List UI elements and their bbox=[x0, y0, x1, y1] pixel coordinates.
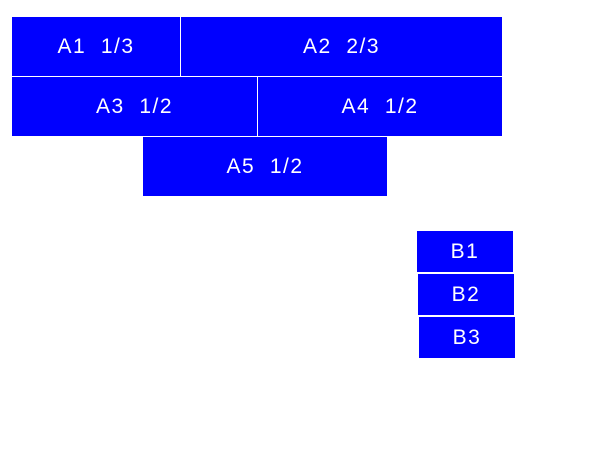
box-b3[interactable]: B3 bbox=[419, 317, 515, 358]
box-b2-label: B2 bbox=[451, 282, 481, 306]
box-a5[interactable]: A5 1/2 bbox=[143, 137, 387, 196]
box-b2[interactable]: B2 bbox=[418, 274, 514, 315]
box-a5-label: A5 1/2 bbox=[226, 154, 304, 178]
box-b3-label: B3 bbox=[452, 325, 482, 349]
box-b1[interactable]: B1 bbox=[417, 231, 513, 272]
box-a2-label: A2 2/3 bbox=[302, 34, 381, 58]
box-a4-label: A4 1/2 bbox=[341, 94, 419, 118]
box-a2[interactable]: A2 2/3 bbox=[181, 17, 502, 76]
box-a4[interactable]: A4 1/2 bbox=[258, 77, 502, 136]
box-a3-label: A3 1/2 bbox=[95, 94, 174, 118]
box-b1-label: B1 bbox=[450, 239, 480, 263]
box-a1-label: A1 1/3 bbox=[57, 34, 135, 58]
box-a1[interactable]: A1 1/3 bbox=[12, 17, 180, 76]
box-a3[interactable]: A3 1/2 bbox=[12, 77, 257, 136]
